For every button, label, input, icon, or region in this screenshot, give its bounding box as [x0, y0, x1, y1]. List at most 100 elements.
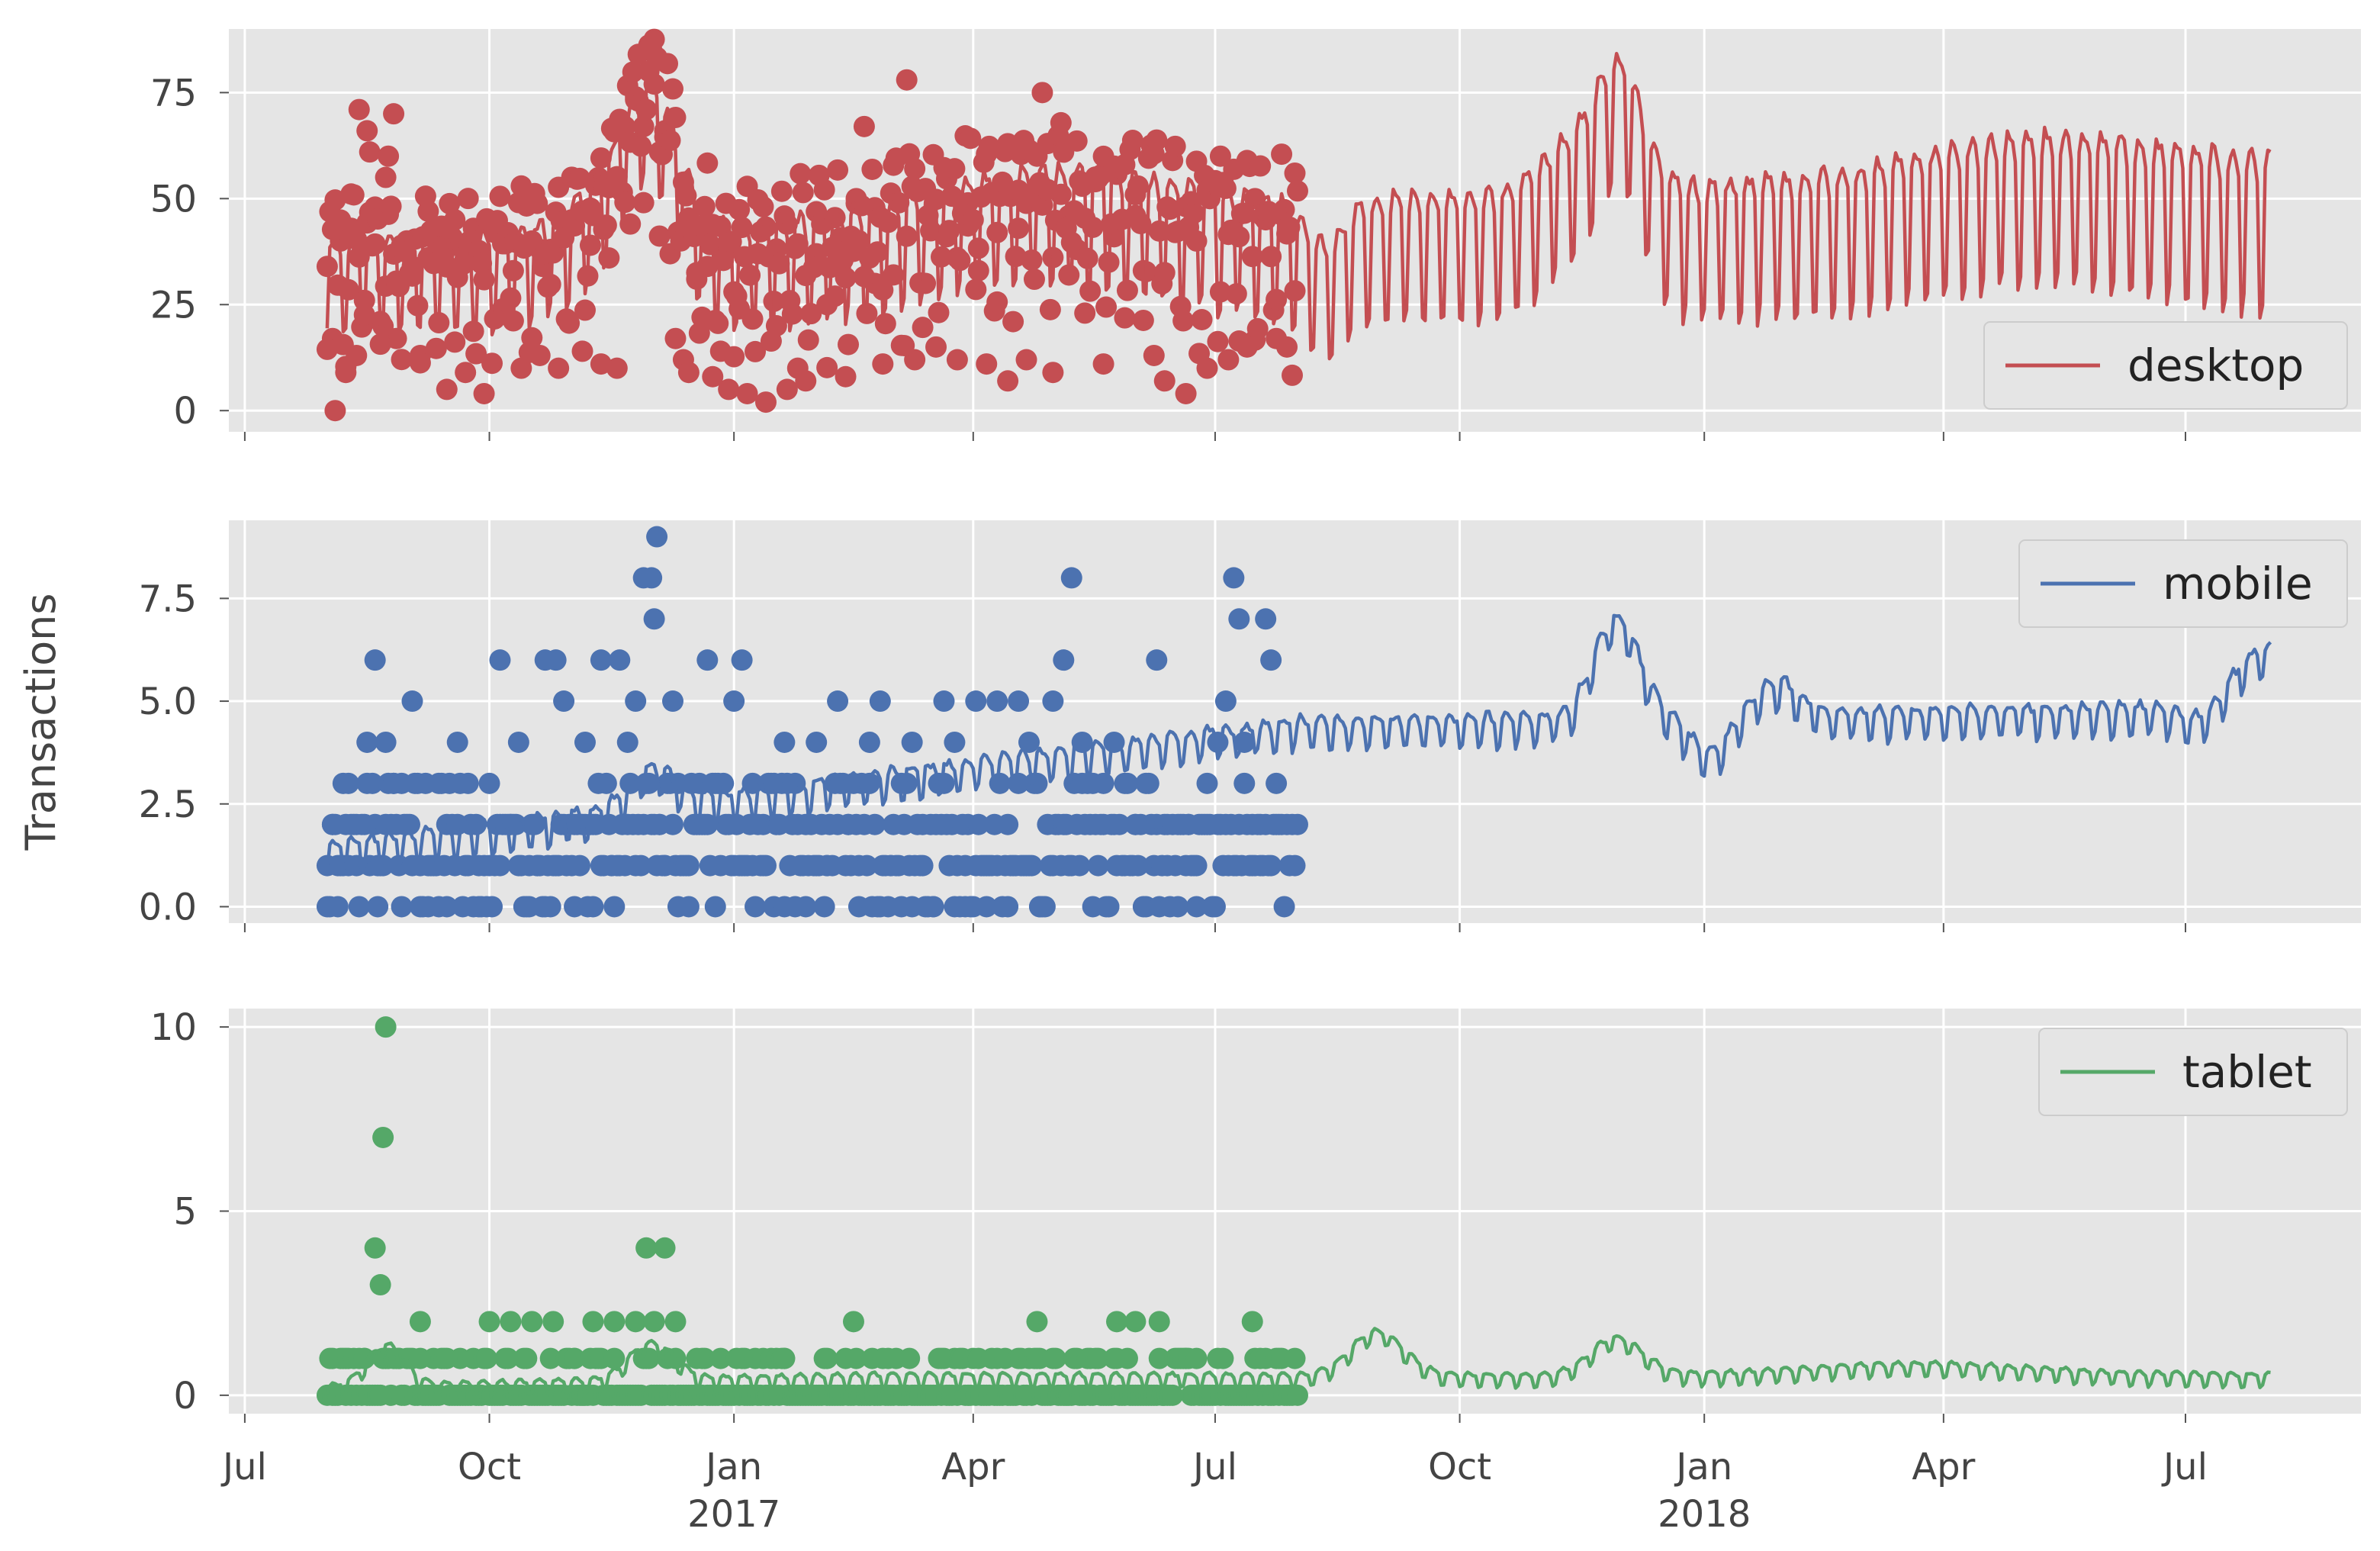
data-point: [1233, 772, 1256, 794]
data-point: [526, 192, 548, 214]
data-point: [856, 854, 878, 877]
data-point: [1250, 155, 1272, 177]
data-point: [997, 813, 1019, 835]
y-tick-label: 0.0: [139, 886, 197, 928]
data-point: [332, 772, 354, 794]
data-point: [718, 378, 740, 401]
data-point: [1092, 353, 1114, 375]
data-point: [677, 854, 700, 877]
data-point: [369, 1274, 391, 1296]
data-point: [641, 567, 663, 589]
data-point: [1018, 139, 1040, 161]
data-point: [569, 167, 591, 189]
data-point: [1286, 813, 1308, 835]
data-point: [847, 230, 870, 252]
data-point: [367, 896, 389, 918]
data-point: [723, 346, 745, 368]
x-tick-label: Jul: [1191, 1446, 1237, 1488]
data-point: [786, 233, 809, 255]
x-tick-label: Apr: [941, 1446, 1005, 1488]
data-point: [1127, 854, 1149, 877]
data-point: [736, 382, 758, 404]
data-point: [335, 356, 357, 378]
data-point: [643, 28, 665, 50]
data-point: [625, 690, 647, 713]
data-point: [364, 1237, 386, 1259]
data-point: [1233, 202, 1256, 224]
data-point: [712, 772, 735, 794]
data-point: [571, 340, 593, 362]
data-point: [944, 731, 966, 753]
data-point: [635, 1237, 658, 1259]
data-point: [965, 690, 987, 713]
y-tick-label: 75: [150, 72, 197, 114]
data-point: [414, 772, 436, 794]
x-tick-label: Jan: [1674, 1446, 1732, 1488]
data-point: [619, 213, 642, 235]
data-point: [1098, 896, 1120, 918]
data-point: [754, 854, 777, 877]
x-tick-label: Oct: [1428, 1446, 1491, 1488]
data-point: [677, 896, 700, 918]
data-point: [893, 334, 915, 356]
data-point: [1204, 896, 1226, 918]
data-point: [478, 1311, 500, 1333]
data-point: [677, 362, 700, 384]
data-point: [662, 78, 684, 100]
legend-label: tablet: [2182, 1046, 2312, 1098]
data-point: [489, 649, 511, 671]
data-point: [564, 1347, 586, 1369]
data-point: [1069, 854, 1091, 877]
data-point: [481, 896, 503, 918]
data-point: [1196, 772, 1218, 794]
data-point: [1185, 1347, 1208, 1369]
y-tick-label: 50: [150, 178, 197, 220]
data-point: [539, 896, 561, 918]
data-point: [657, 53, 679, 75]
data-point: [1212, 1347, 1234, 1369]
observed-points: [316, 526, 1308, 918]
data-point: [1273, 896, 1295, 918]
data-point: [375, 166, 397, 188]
data-point: [792, 182, 814, 204]
data-point: [662, 813, 684, 835]
x-tick-label: Jan: [703, 1446, 762, 1488]
data-point: [1209, 145, 1231, 167]
data-point: [369, 333, 391, 356]
data-point: [1146, 649, 1168, 671]
data-point: [1042, 362, 1064, 384]
data-point: [754, 391, 777, 413]
data-point: [425, 337, 447, 359]
y-axis-label: Transactions: [17, 593, 65, 851]
data-point: [489, 185, 511, 208]
data-point: [1159, 896, 1181, 918]
data-point: [478, 772, 500, 794]
data-point: [1074, 302, 1096, 324]
data-point: [790, 163, 812, 185]
forecast-line: [325, 613, 2272, 874]
data-point: [1148, 1311, 1170, 1333]
x-tick-label: Jul: [2161, 1446, 2208, 1488]
data-point: [869, 690, 891, 713]
panel-mobile: 0.0 2.5 5.0 7.5 mobile: [139, 520, 2361, 932]
data-point: [409, 1347, 431, 1369]
data-point: [967, 813, 989, 835]
data-point: [643, 608, 665, 630]
x-tick-label: Apr: [1912, 1446, 1975, 1488]
data-point: [795, 370, 817, 392]
data-point: [770, 180, 793, 202]
data-point: [1039, 298, 1061, 320]
data-point: [356, 731, 378, 753]
data-point: [1132, 896, 1154, 918]
data-point: [986, 690, 1008, 713]
data-point: [1284, 1347, 1306, 1369]
data-point: [838, 333, 860, 356]
data-point: [842, 1311, 864, 1333]
data-point: [319, 896, 341, 918]
data-point: [457, 188, 479, 210]
data-point: [899, 1347, 921, 1369]
data-point: [359, 141, 381, 163]
data-point: [1214, 690, 1237, 713]
data-point: [827, 690, 849, 713]
data-point: [1228, 608, 1250, 630]
